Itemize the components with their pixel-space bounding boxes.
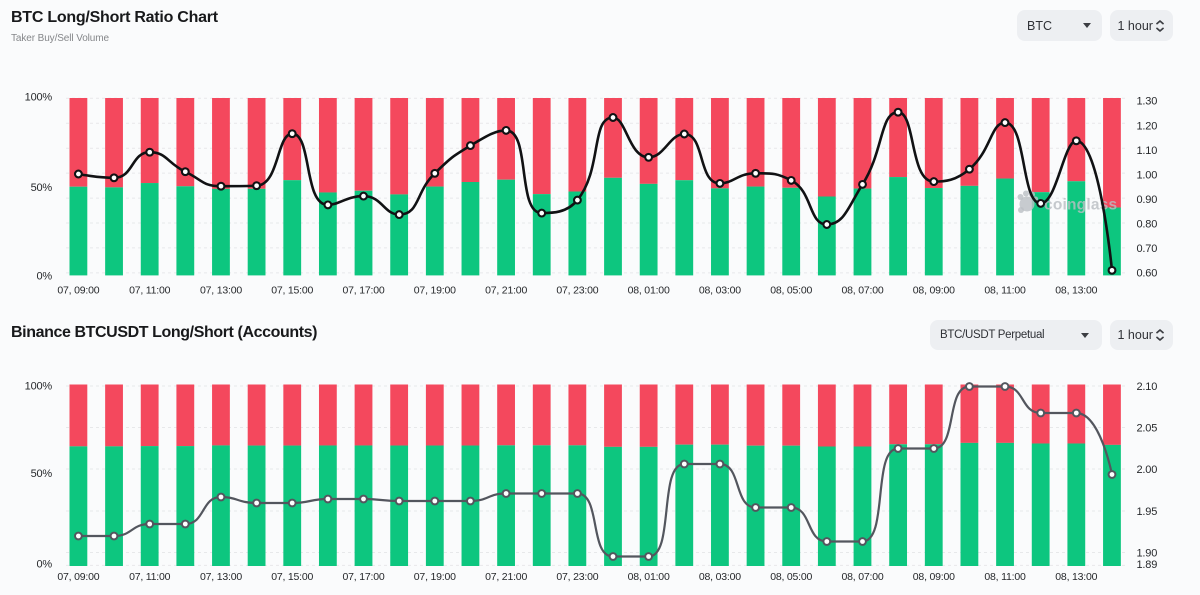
svg-text:07, 17:00: 07, 17:00	[343, 284, 385, 296]
svg-text:0%: 0%	[37, 270, 53, 282]
svg-text:07, 23:00: 07, 23:00	[556, 571, 598, 583]
svg-text:07, 13:00: 07, 13:00	[200, 284, 242, 296]
svg-text:1.95: 1.95	[1137, 506, 1158, 518]
svg-text:08, 13:00: 08, 13:00	[1055, 571, 1097, 583]
svg-text:1.90: 1.90	[1137, 547, 1158, 559]
svg-text:07, 09:00: 07, 09:00	[57, 284, 99, 296]
svg-text:07, 15:00: 07, 15:00	[271, 284, 313, 296]
svg-text:08, 05:00: 08, 05:00	[770, 571, 812, 583]
svg-text:0.60: 0.60	[1137, 268, 1158, 280]
svg-text:1.10: 1.10	[1137, 145, 1158, 157]
svg-text:07, 19:00: 07, 19:00	[414, 571, 456, 583]
svg-text:1.30: 1.30	[1137, 96, 1158, 108]
svg-text:07, 21:00: 07, 21:00	[485, 284, 527, 296]
svg-text:07, 23:00: 07, 23:00	[556, 284, 598, 296]
svg-text:07, 13:00: 07, 13:00	[200, 571, 242, 583]
svg-text:08, 13:00: 08, 13:00	[1055, 284, 1097, 296]
svg-text:coinglass: coinglass	[1044, 197, 1117, 214]
svg-text:07, 11:00: 07, 11:00	[129, 571, 171, 583]
svg-text:08, 03:00: 08, 03:00	[699, 571, 741, 583]
svg-text:08, 05:00: 08, 05:00	[770, 284, 812, 296]
svg-text:0%: 0%	[37, 559, 53, 571]
svg-text:100%: 100%	[25, 380, 53, 392]
svg-text:08, 11:00: 08, 11:00	[984, 284, 1026, 296]
svg-text:2.10: 2.10	[1137, 381, 1158, 393]
svg-text:07, 15:00: 07, 15:00	[271, 571, 313, 583]
svg-text:08, 07:00: 08, 07:00	[842, 284, 884, 296]
svg-text:2.05: 2.05	[1137, 422, 1158, 434]
svg-text:0.90: 0.90	[1137, 194, 1158, 206]
svg-text:07, 21:00: 07, 21:00	[485, 571, 527, 583]
svg-text:08, 01:00: 08, 01:00	[628, 571, 670, 583]
svg-text:2.00: 2.00	[1137, 464, 1158, 476]
svg-text:0.80: 0.80	[1137, 219, 1158, 231]
svg-text:1.89: 1.89	[1137, 559, 1158, 571]
svg-text:50%: 50%	[31, 468, 53, 480]
svg-text:0.70: 0.70	[1137, 243, 1158, 255]
svg-text:07, 19:00: 07, 19:00	[414, 284, 456, 296]
svg-text:07, 09:00: 07, 09:00	[57, 571, 99, 583]
svg-text:07, 11:00: 07, 11:00	[129, 284, 171, 296]
svg-text:1.00: 1.00	[1137, 169, 1158, 181]
svg-text:100%: 100%	[25, 91, 53, 103]
svg-text:08, 11:00: 08, 11:00	[984, 571, 1026, 583]
svg-text:08, 03:00: 08, 03:00	[699, 284, 741, 296]
svg-text:08, 07:00: 08, 07:00	[842, 571, 884, 583]
svg-text:1.20: 1.20	[1137, 120, 1158, 132]
svg-text:08, 09:00: 08, 09:00	[913, 571, 955, 583]
svg-text:50%: 50%	[31, 182, 53, 194]
svg-text:08, 09:00: 08, 09:00	[913, 284, 955, 296]
svg-text:07, 17:00: 07, 17:00	[343, 571, 385, 583]
svg-text:08, 01:00: 08, 01:00	[628, 284, 670, 296]
